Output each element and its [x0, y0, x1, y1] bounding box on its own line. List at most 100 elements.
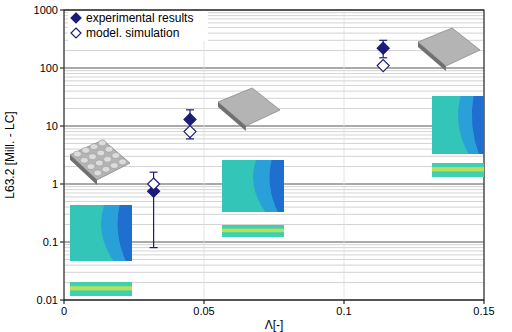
- inset-contour-band: [253, 160, 284, 212]
- point: [148, 178, 160, 190]
- y-axis-label: L63.2 [Mill. - LC]: [3, 111, 17, 198]
- inset-bump: [90, 144, 98, 150]
- point: [184, 126, 196, 138]
- tick: [204, 300, 205, 304]
- inset-bump: [105, 146, 113, 152]
- inset-surface: [218, 88, 280, 131]
- tick-label: 1000: [34, 4, 58, 16]
- inset-bump: [87, 164, 95, 170]
- inset-surface: [418, 28, 480, 71]
- x-axis-label: Λ[-]: [265, 318, 284, 332]
- inset-contour-bg: [222, 160, 284, 212]
- tick-label: 0.15: [473, 305, 494, 317]
- legend-bg: [68, 11, 208, 26]
- inset-contour-bg: [432, 96, 484, 154]
- tick: [60, 10, 64, 11]
- chart: 0.01 0.1 1 10 100 1000 0 0.05 0.1 0.15 experimenta…: [0, 0, 512, 332]
- point: [377, 60, 389, 72]
- tick-label: 0.1: [336, 305, 351, 317]
- tick: [60, 126, 64, 127]
- minor-grid-line: [64, 143, 484, 144]
- inset-bump: [104, 156, 112, 162]
- inset-contour-band: [472, 96, 484, 154]
- inset-surface: [70, 140, 130, 185]
- minor-grid-line: [64, 50, 484, 51]
- minor-grid-line: [64, 138, 484, 139]
- tick-label: 0.05: [193, 305, 214, 317]
- minor-grid-line: [64, 128, 484, 129]
- inset-contour-band: [118, 205, 132, 261]
- inset-contour-band: [270, 160, 284, 212]
- inset-bump: [82, 147, 90, 153]
- legend-marker: [71, 28, 81, 38]
- minor-grid-line: [64, 265, 484, 266]
- inset-bump: [102, 166, 110, 172]
- tick: [60, 68, 64, 69]
- legend-label: model. simulation: [86, 26, 179, 40]
- legend: experimental resultsmodel. simulation: [68, 11, 208, 41]
- legend-bg: [68, 26, 208, 41]
- minor-grid-line: [64, 156, 484, 157]
- marks: [148, 40, 390, 247]
- error-cap: [379, 40, 387, 41]
- inset-strip: [222, 225, 284, 237]
- inset-bump: [89, 154, 97, 160]
- tick-label: 1: [52, 178, 58, 190]
- point: [184, 113, 196, 125]
- minor-grid-line: [64, 91, 484, 92]
- inset-surface-top: [70, 140, 130, 180]
- minor-grid-line: [64, 131, 484, 132]
- minor-grid-line: [64, 134, 484, 135]
- minor-grid-line: [64, 70, 484, 71]
- inset-strip: [70, 282, 132, 296]
- grid-line: [204, 10, 205, 300]
- minor-grid-line: [64, 272, 484, 273]
- inset-surface-side: [418, 42, 446, 71]
- inset-strip-bg: [432, 163, 484, 177]
- inset-strip: [432, 163, 484, 177]
- error-cap: [150, 247, 158, 248]
- inset-contour: [222, 160, 284, 212]
- inset-bump: [95, 160, 103, 166]
- error-cap: [186, 109, 194, 110]
- inset-surface-side: [218, 102, 246, 131]
- inset-strip-bg: [222, 225, 284, 237]
- tick: [64, 300, 65, 304]
- legend-marker: [71, 13, 81, 23]
- minor-grid-line: [64, 76, 484, 77]
- inset-strip-bg: [70, 282, 132, 296]
- tick: [344, 300, 345, 304]
- inset-surface-top: [218, 88, 280, 126]
- tick-label: 0.1: [43, 236, 58, 248]
- minor-grid-line: [64, 85, 484, 86]
- inset-contour-band: [101, 205, 132, 261]
- minor-grid-line: [64, 149, 484, 150]
- inset-bump: [98, 140, 106, 146]
- inset-bump: [112, 153, 120, 159]
- tick: [60, 300, 64, 301]
- inset-contour: [70, 205, 132, 261]
- inset-bump: [74, 151, 82, 157]
- inset-surface-top: [418, 28, 480, 66]
- inset-strip-band: [222, 229, 284, 233]
- plot-frame: [64, 10, 484, 300]
- grid-line: [64, 68, 484, 69]
- grid-line: [64, 126, 484, 127]
- inset-bump: [110, 163, 118, 169]
- inset-bump: [119, 159, 127, 165]
- minor-grid-line: [64, 98, 484, 99]
- tick-label: 10: [46, 120, 58, 132]
- inset-bump: [97, 150, 105, 156]
- inset-bump: [80, 157, 88, 163]
- minor-grid-line: [64, 80, 484, 81]
- error-cap: [379, 57, 387, 58]
- plot-area: [64, 10, 484, 300]
- point: [377, 42, 389, 54]
- grid-line: [344, 10, 345, 300]
- tick-label: 100: [40, 62, 58, 74]
- tick: [484, 300, 485, 304]
- tick-label: 0.01: [37, 294, 58, 306]
- inset-strip-band: [70, 286, 132, 290]
- inset-contour-band: [458, 96, 484, 154]
- tick-label: 0: [61, 305, 67, 317]
